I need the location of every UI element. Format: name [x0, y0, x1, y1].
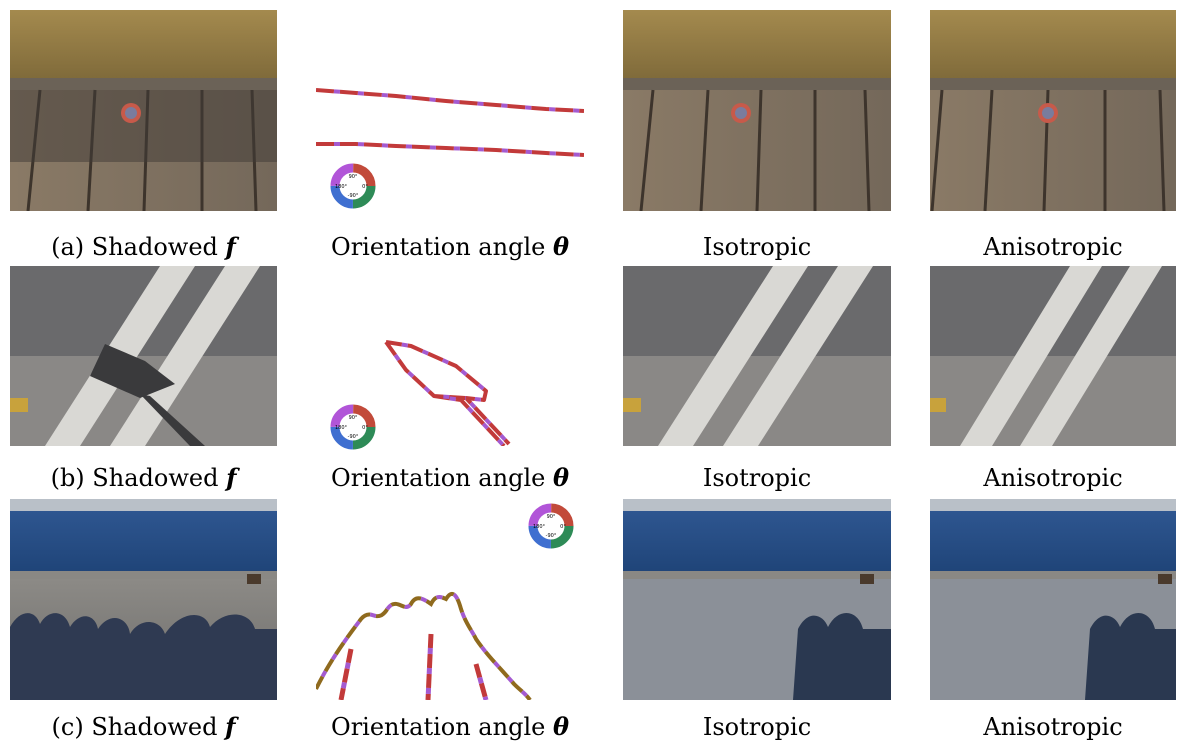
row-b-orientation-image: [316, 266, 584, 446]
row-a-caption-anisotropic: Anisotropic: [983, 233, 1123, 261]
row-b-caption-shadowed: (b) Shadowed f: [50, 463, 237, 492]
row-a-caption-isotropic: Isotropic: [702, 233, 812, 261]
row-c-color-wheel: 90° 180° 0° -90°: [528, 503, 574, 549]
row-b-caption-orientation: Orientation angle θ: [331, 463, 569, 492]
row-c-caption-anisotropic: Anisotropic: [983, 713, 1123, 741]
row-c-caption-isotropic: Isotropic: [702, 713, 812, 741]
wheel-label-left: 180°: [335, 184, 348, 190]
symbol-f: f: [226, 463, 237, 492]
symbol-f: f: [225, 712, 236, 741]
row-b-shadowed-image: [10, 266, 277, 446]
row-c-anisotropic-image: [930, 499, 1176, 700]
row-b-caption-isotropic: Isotropic: [702, 464, 812, 492]
row-c-isotropic-image: [623, 499, 891, 700]
symbol-theta: θ: [552, 463, 569, 492]
row-c-shadowed-image: [10, 499, 277, 700]
wheel-label-left: 180°: [335, 425, 348, 431]
wheel-label-right: 0°: [362, 184, 368, 190]
wheel-label-right: 0°: [362, 425, 368, 431]
row-a-color-wheel: 90° 180° 0° -90°: [330, 163, 376, 209]
row-a-orientation-image: [316, 10, 584, 211]
row-a-anisotropic-image: [930, 10, 1186, 211]
row-c-caption-shadowed: (c) Shadowed f: [51, 712, 236, 741]
row-b-color-wheel: 90° 180° 0° -90°: [330, 404, 376, 450]
wheel-label-top: 90°: [349, 174, 358, 180]
symbol-theta: θ: [552, 712, 569, 741]
row-b-isotropic-image: [623, 266, 891, 446]
wheel-label-top: 90°: [547, 514, 556, 520]
row-a-caption-orientation: Orientation angle θ: [331, 232, 569, 261]
wheel-label-bottom: -90°: [546, 533, 557, 539]
wheel-label-top: 90°: [349, 415, 358, 421]
row-c-caption-orientation: Orientation angle θ: [331, 712, 569, 741]
wheel-label-right: 0°: [560, 524, 566, 530]
symbol-f: f: [225, 232, 236, 261]
symbol-theta: θ: [552, 232, 569, 261]
row-a-caption-shadowed: (a) Shadowed f: [51, 232, 236, 261]
row-c-orientation-image: [316, 499, 584, 700]
wheel-label-bottom: -90°: [348, 434, 359, 440]
wheel-label-left: 180°: [533, 524, 546, 530]
row-a-shadowed-image: [10, 10, 277, 211]
row-b-caption-anisotropic: Anisotropic: [983, 464, 1123, 492]
row-a-isotropic-image: [623, 10, 891, 211]
wheel-label-bottom: -90°: [348, 193, 359, 199]
row-b-anisotropic-image: [930, 266, 1176, 446]
